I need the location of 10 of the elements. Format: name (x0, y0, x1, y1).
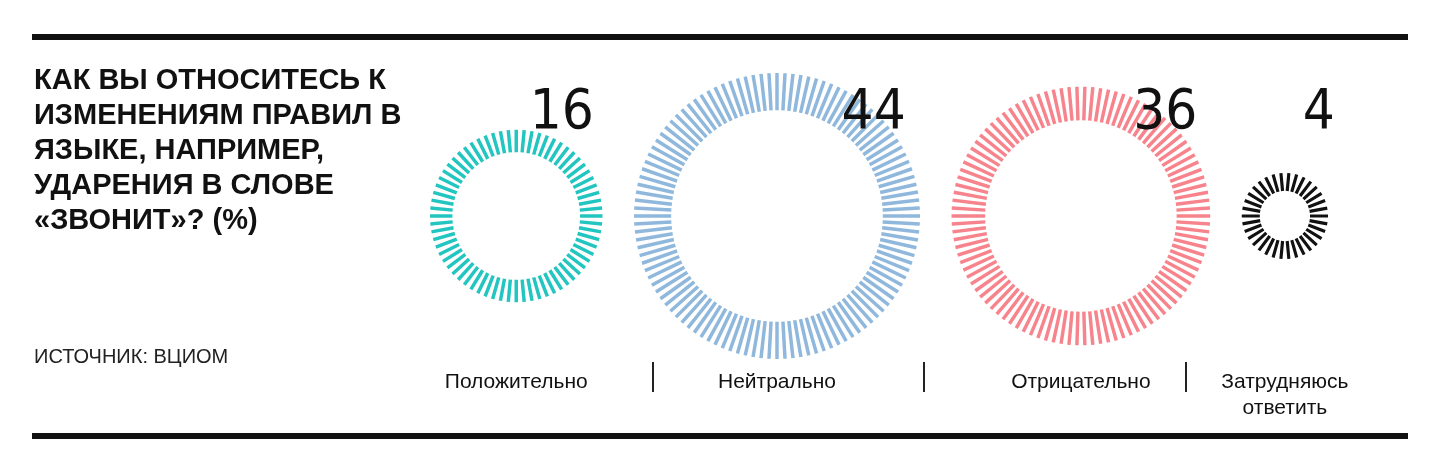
category-label: Затрудняюсь ответить (1221, 368, 1349, 418)
text: КАК ВЫ ОТНОСИТЕСЬ К ИЗМЕНЕНИЯМ ПРАВИЛ В ЯЗЫКЕ, НАПРИМЕР, УДАРЕНИЯ В СЛОВЕ «ЗВОНИТ»? (%) (34, 62, 403, 237)
data-label: 36 (1133, 76, 1198, 141)
category-label: Отрицательно (1011, 368, 1151, 392)
category-label: Положительно (444, 368, 588, 392)
category-label: Нейтрально (717, 368, 837, 392)
data-label: 4 (1302, 76, 1335, 141)
data-label: 16 (529, 76, 594, 141)
data-label: 44 (841, 76, 906, 141)
text: ИСТОЧНИК: ВЦИОМ (34, 345, 229, 368)
